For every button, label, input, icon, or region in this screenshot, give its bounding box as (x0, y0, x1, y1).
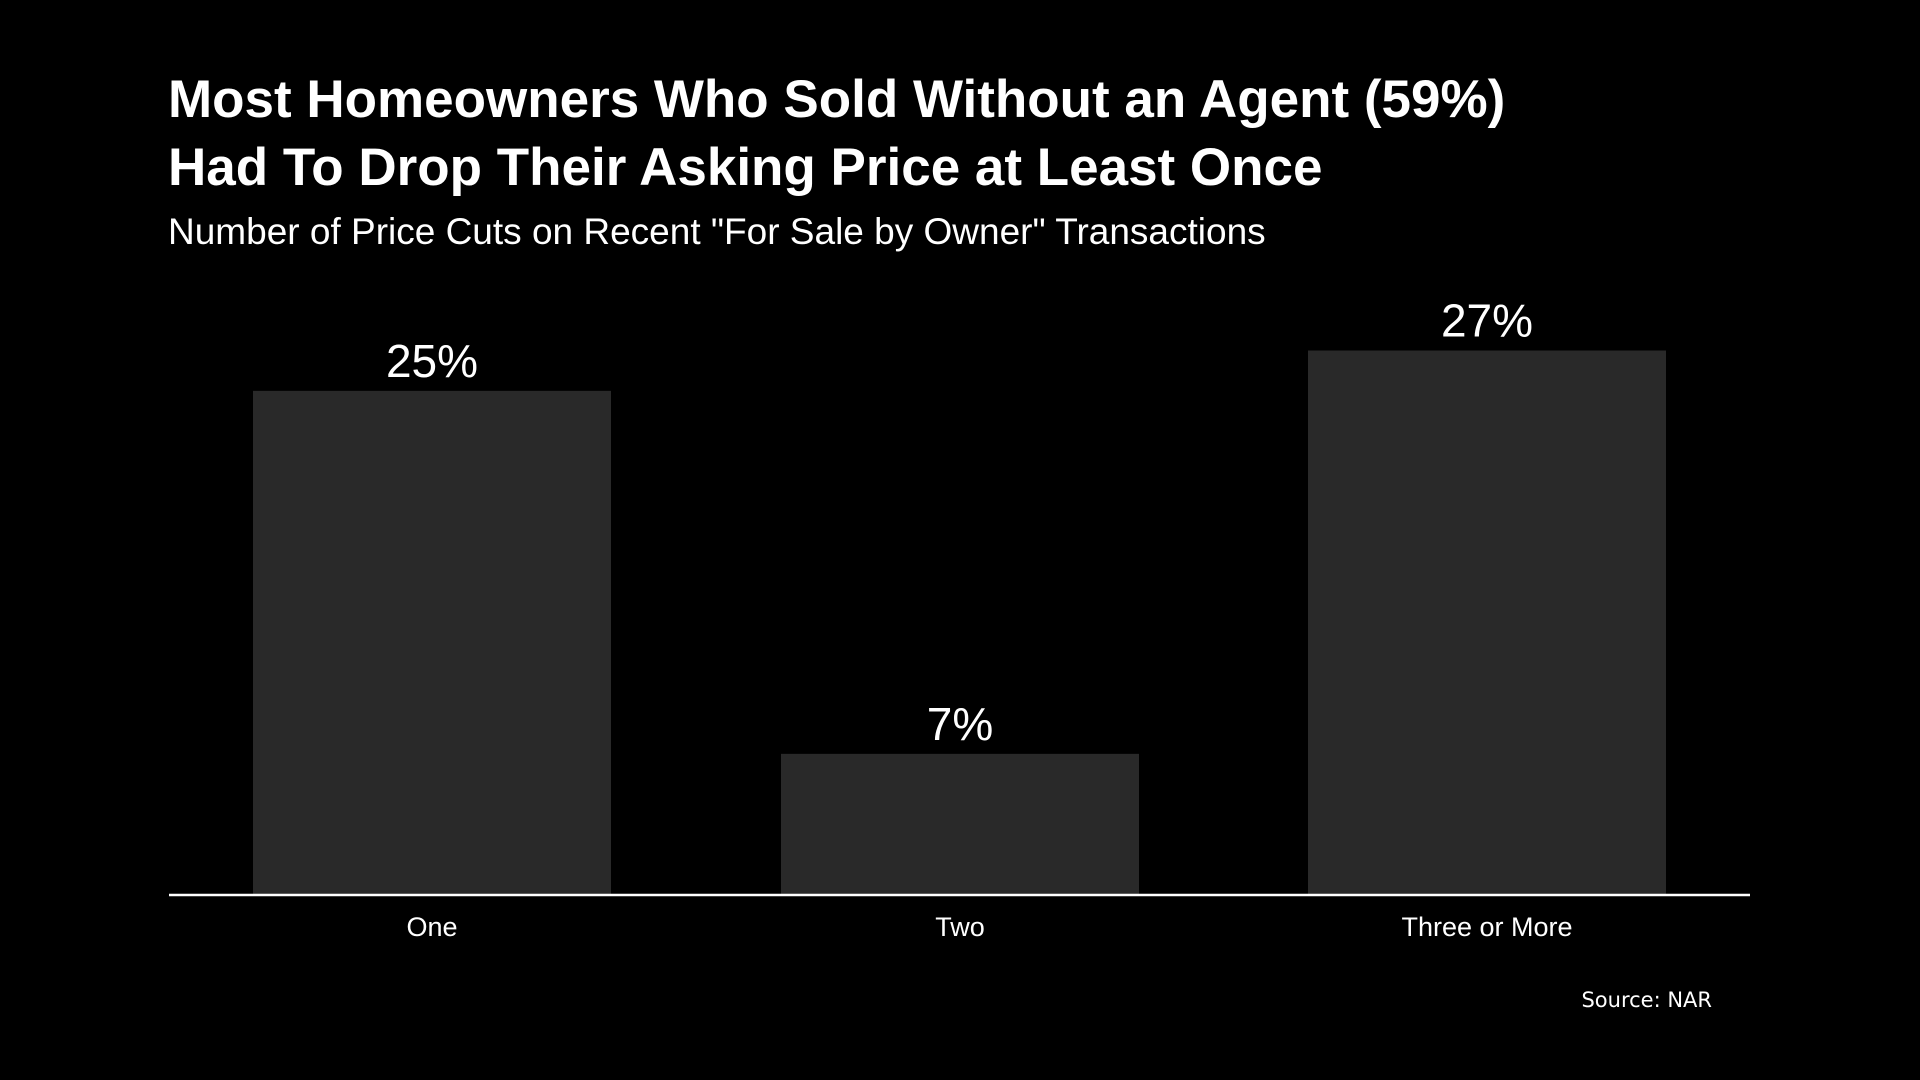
category-label-three-or-more: Three or More (1401, 912, 1572, 942)
chart-title-line-2: Had To Drop Their Asking Price at Least … (168, 138, 1323, 197)
value-label-three-or-more: 27% (1441, 295, 1533, 347)
chart-header: Most Homeowners Who Sold Without an Agen… (168, 66, 1768, 254)
value-label-two: 7% (927, 698, 993, 750)
bar-two (781, 753, 1139, 895)
source-note: Source: NAR (1581, 988, 1712, 1012)
bar-three-or-more (1308, 350, 1666, 895)
value-labels-group: 25% 7% 27% (386, 295, 1533, 750)
chart-title-line-1: Most Homeowners Who Sold Without an Agen… (168, 70, 1506, 129)
category-labels-group: One Two Three or More (406, 912, 1572, 942)
bar-one (253, 390, 611, 895)
category-label-two: Two (935, 912, 985, 942)
chart-subtitle: Number of Price Cuts on Recent "For Sale… (168, 211, 1266, 252)
chart-title: Most Homeowners Who Sold Without an Agen… (168, 66, 1768, 202)
category-label-one: One (406, 912, 457, 942)
value-label-one: 25% (386, 335, 478, 387)
bars-group (253, 350, 1666, 895)
